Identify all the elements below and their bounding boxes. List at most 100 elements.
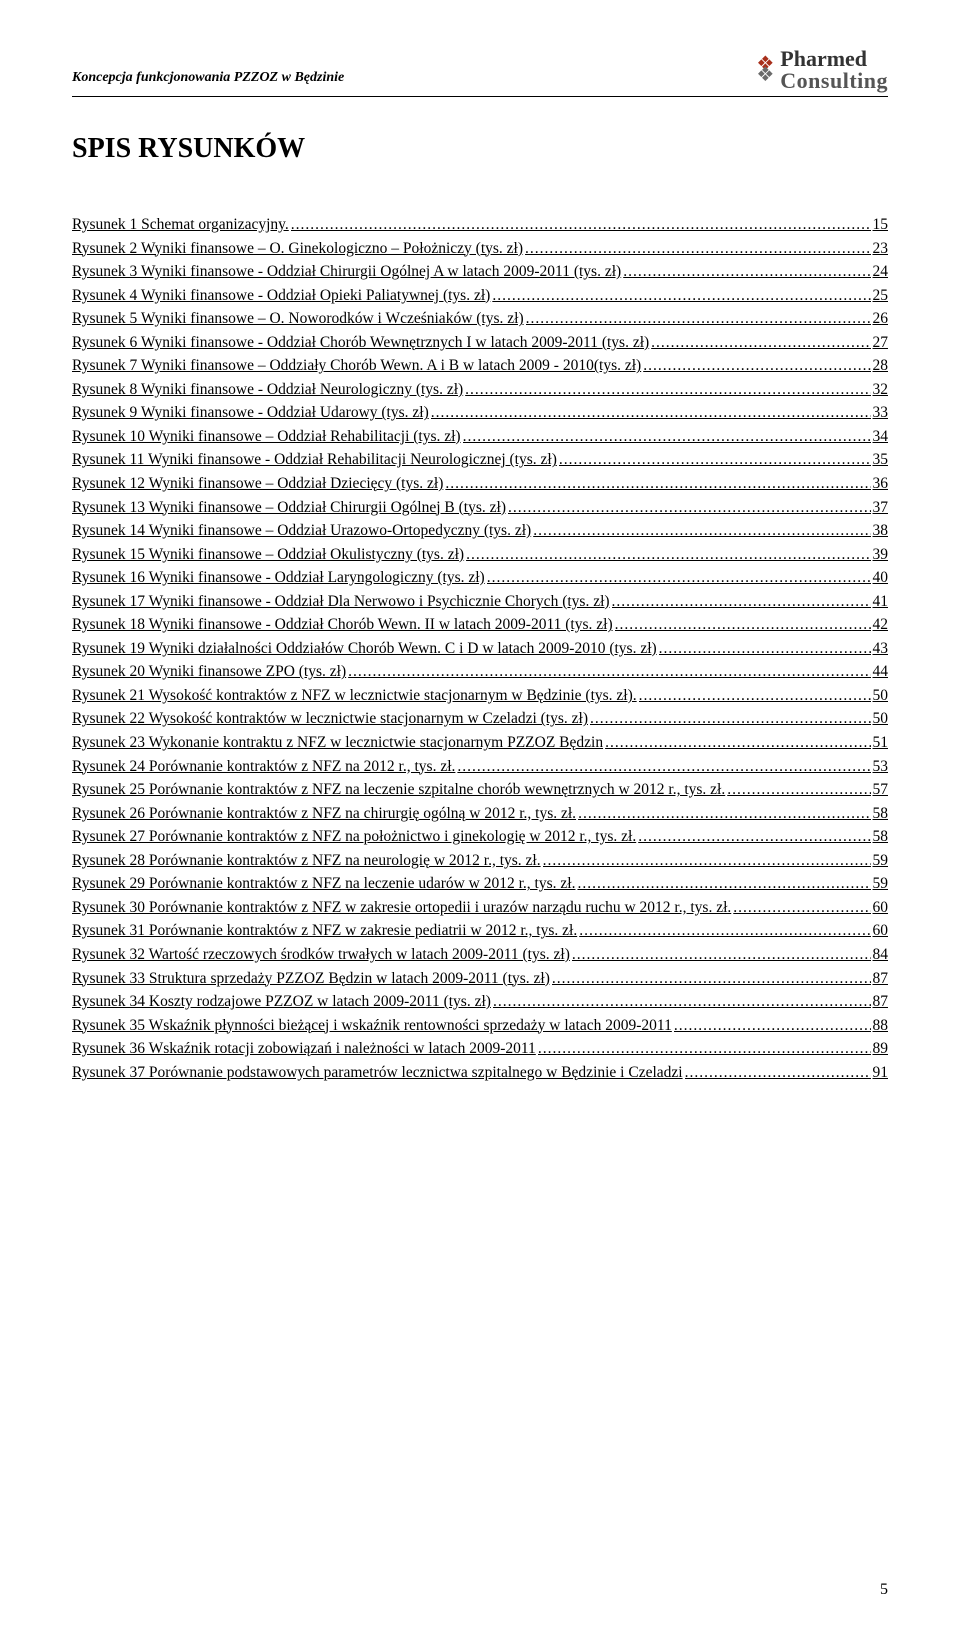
logo-text: Pharmed Consulting bbox=[780, 48, 888, 92]
toc-entry[interactable]: Rysunek 33 Struktura sprzedaży PZZOZ Będ… bbox=[72, 967, 888, 991]
toc-label: Rysunek 10 Wyniki finansowe – Oddział Re… bbox=[72, 425, 461, 449]
toc-page-number: 87 bbox=[873, 967, 889, 991]
toc-page-number: 25 bbox=[873, 284, 889, 308]
toc-label: Rysunek 7 Wyniki finansowe – Oddziały Ch… bbox=[72, 354, 641, 378]
header-subtitle: Koncepcja funkcjonowania PZZOZ w Będzini… bbox=[72, 70, 344, 92]
toc-entry[interactable]: Rysunek 29 Porównanie kontraktów z NFZ n… bbox=[72, 872, 888, 896]
toc-entry[interactable]: Rysunek 32 Wartość rzeczowych środków tr… bbox=[72, 943, 888, 967]
toc-label: Rysunek 17 Wyniki finansowe - Oddział Dl… bbox=[72, 590, 610, 614]
toc-entry[interactable]: Rysunek 11 Wyniki finansowe - Oddział Re… bbox=[72, 448, 888, 472]
toc-entry[interactable]: Rysunek 31 Porównanie kontraktów z NFZ w… bbox=[72, 919, 888, 943]
toc-page-number: 53 bbox=[873, 755, 889, 779]
toc-leader-dots bbox=[466, 543, 870, 567]
toc-entry[interactable]: Rysunek 23 Wykonanie kontraktu z NFZ w l… bbox=[72, 731, 888, 755]
toc-leader-dots bbox=[572, 943, 871, 967]
toc-label: Rysunek 6 Wyniki finansowe - Oddział Cho… bbox=[72, 331, 649, 355]
toc-leader-dots bbox=[526, 307, 871, 331]
page-header: Koncepcja funkcjonowania PZZOZ w Będzini… bbox=[72, 48, 888, 92]
toc-entry[interactable]: Rysunek 9 Wyniki finansowe - Oddział Uda… bbox=[72, 401, 888, 425]
toc-entry[interactable]: Rysunek 14 Wyniki finansowe – Oddział Ur… bbox=[72, 519, 888, 543]
toc-label: Rysunek 35 Wskaźnik płynności bieżącej i… bbox=[72, 1014, 672, 1038]
toc-entry[interactable]: Rysunek 22 Wysokość kontraktów w lecznic… bbox=[72, 707, 888, 731]
toc-entry[interactable]: Rysunek 8 Wyniki finansowe - Oddział Neu… bbox=[72, 378, 888, 402]
toc-page-number: 33 bbox=[873, 401, 889, 425]
toc-label: Rysunek 34 Koszty rodzajowe PZZOZ w lata… bbox=[72, 990, 491, 1014]
toc-page-number: 40 bbox=[873, 566, 889, 590]
toc-label: Rysunek 4 Wyniki finansowe - Oddział Opi… bbox=[72, 284, 490, 308]
toc-label: Rysunek 30 Porównanie kontraktów z NFZ w… bbox=[72, 896, 731, 920]
toc-label: Rysunek 24 Porównanie kontraktów z NFZ n… bbox=[72, 755, 455, 779]
toc-entry[interactable]: Rysunek 4 Wyniki finansowe - Oddział Opi… bbox=[72, 284, 888, 308]
toc-entry[interactable]: Rysunek 24 Porównanie kontraktów z NFZ n… bbox=[72, 755, 888, 779]
toc-entry[interactable]: Rysunek 28 Porównanie kontraktów z NFZ n… bbox=[72, 849, 888, 873]
toc-leader-dots bbox=[543, 849, 871, 873]
toc-entry[interactable]: Rysunek 35 Wskaźnik płynności bieżącej i… bbox=[72, 1014, 888, 1038]
toc-page-number: 35 bbox=[873, 448, 889, 472]
document-page: Koncepcja funkcjonowania PZZOZ w Będzini… bbox=[0, 0, 960, 1639]
toc-label: Rysunek 23 Wykonanie kontraktu z NFZ w l… bbox=[72, 731, 603, 755]
toc-entry[interactable]: Rysunek 34 Koszty rodzajowe PZZOZ w lata… bbox=[72, 990, 888, 1014]
toc-leader-dots bbox=[577, 872, 870, 896]
logo-line2: Consulting bbox=[780, 70, 888, 92]
toc-leader-dots bbox=[559, 448, 871, 472]
toc-entry[interactable]: Rysunek 2 Wyniki finansowe – O. Ginekolo… bbox=[72, 237, 888, 261]
toc-entry[interactable]: Rysunek 10 Wyniki finansowe – Oddział Re… bbox=[72, 425, 888, 449]
toc-page-number: 23 bbox=[873, 237, 889, 261]
toc-label: Rysunek 9 Wyniki finansowe - Oddział Uda… bbox=[72, 401, 429, 425]
toc-leader-dots bbox=[525, 237, 870, 261]
toc-leader-dots bbox=[533, 519, 870, 543]
toc-entry[interactable]: Rysunek 15 Wyniki finansowe – Oddział Ok… bbox=[72, 543, 888, 567]
toc-entry[interactable]: Rysunek 19 Wyniki działalności Oddziałów… bbox=[72, 637, 888, 661]
header-divider bbox=[72, 96, 888, 97]
toc-entry[interactable]: Rysunek 16 Wyniki finansowe - Oddział La… bbox=[72, 566, 888, 590]
toc-leader-dots bbox=[639, 684, 871, 708]
toc-entry[interactable]: Rysunek 5 Wyniki finansowe – O. Noworodk… bbox=[72, 307, 888, 331]
toc-entry[interactable]: Rysunek 25 Porównanie kontraktów z NFZ n… bbox=[72, 778, 888, 802]
toc-leader-dots bbox=[651, 331, 870, 355]
toc-entry[interactable]: Rysunek 26 Porównanie kontraktów z NFZ n… bbox=[72, 802, 888, 826]
toc-page-number: 44 bbox=[873, 660, 889, 684]
toc-entry[interactable]: Rysunek 7 Wyniki finansowe – Oddziały Ch… bbox=[72, 354, 888, 378]
toc-label: Rysunek 15 Wyniki finansowe – Oddział Ok… bbox=[72, 543, 464, 567]
toc-leader-dots bbox=[463, 425, 871, 449]
toc-label: Rysunek 25 Porównanie kontraktów z NFZ n… bbox=[72, 778, 725, 802]
toc-label: Rysunek 12 Wyniki finansowe – Oddział Dz… bbox=[72, 472, 443, 496]
toc-label: Rysunek 37 Porównanie podstawowych param… bbox=[72, 1061, 683, 1085]
toc-label: Rysunek 33 Struktura sprzedaży PZZOZ Będ… bbox=[72, 967, 550, 991]
toc-page-number: 41 bbox=[873, 590, 889, 614]
logo-icon: ❖ ❖ bbox=[756, 59, 774, 81]
toc-entry[interactable]: Rysunek 21 Wysokość kontraktów z NFZ w l… bbox=[72, 684, 888, 708]
toc-entry[interactable]: Rysunek 13 Wyniki finansowe – Oddział Ch… bbox=[72, 496, 888, 520]
toc-page-number: 89 bbox=[873, 1037, 889, 1061]
toc-entry[interactable]: Rysunek 17 Wyniki finansowe - Oddział Dl… bbox=[72, 590, 888, 614]
toc-entry[interactable]: Rysunek 36 Wskaźnik rotacji zobowiązań i… bbox=[72, 1037, 888, 1061]
toc-page-number: 58 bbox=[873, 825, 889, 849]
toc-entry[interactable]: Rysunek 27 Porównanie kontraktów z NFZ n… bbox=[72, 825, 888, 849]
toc-label: Rysunek 5 Wyniki finansowe – O. Noworodk… bbox=[72, 307, 524, 331]
logo: ❖ ❖ Pharmed Consulting bbox=[756, 48, 888, 92]
toc-page-number: 91 bbox=[873, 1061, 889, 1085]
toc-page-number: 88 bbox=[873, 1014, 889, 1038]
toc-leader-dots bbox=[487, 566, 871, 590]
toc-entry[interactable]: Rysunek 6 Wyniki finansowe - Oddział Cho… bbox=[72, 331, 888, 355]
toc-page-number: 15 bbox=[873, 213, 889, 237]
toc-entry[interactable]: Rysunek 3 Wyniki finansowe - Oddział Chi… bbox=[72, 260, 888, 284]
toc-page-number: 27 bbox=[873, 331, 889, 355]
toc-leader-dots bbox=[291, 213, 871, 237]
toc-leader-dots bbox=[623, 260, 870, 284]
toc-entry[interactable]: Rysunek 30 Porównanie kontraktów z NFZ w… bbox=[72, 896, 888, 920]
toc-leader-dots bbox=[552, 967, 871, 991]
toc-entry[interactable]: Rysunek 37 Porównanie podstawowych param… bbox=[72, 1061, 888, 1085]
toc-leader-dots bbox=[685, 1061, 871, 1085]
toc-leader-dots bbox=[492, 284, 870, 308]
toc-entry[interactable]: Rysunek 20 Wyniki finansowe ZPO (tys. zł… bbox=[72, 660, 888, 684]
toc-page-number: 39 bbox=[873, 543, 889, 567]
toc-entry[interactable]: Rysunek 18 Wyniki finansowe - Oddział Ch… bbox=[72, 613, 888, 637]
toc-leader-dots bbox=[674, 1014, 871, 1038]
toc-label: Rysunek 13 Wyniki finansowe – Oddział Ch… bbox=[72, 496, 506, 520]
toc-page-number: 51 bbox=[873, 731, 889, 755]
toc-entry[interactable]: Rysunek 1 Schemat organizacyjny.15 bbox=[72, 213, 888, 237]
toc-page-number: 87 bbox=[873, 990, 889, 1014]
toc-entry[interactable]: Rysunek 12 Wyniki finansowe – Oddział Dz… bbox=[72, 472, 888, 496]
chevron-icon: ❖ bbox=[756, 70, 774, 81]
